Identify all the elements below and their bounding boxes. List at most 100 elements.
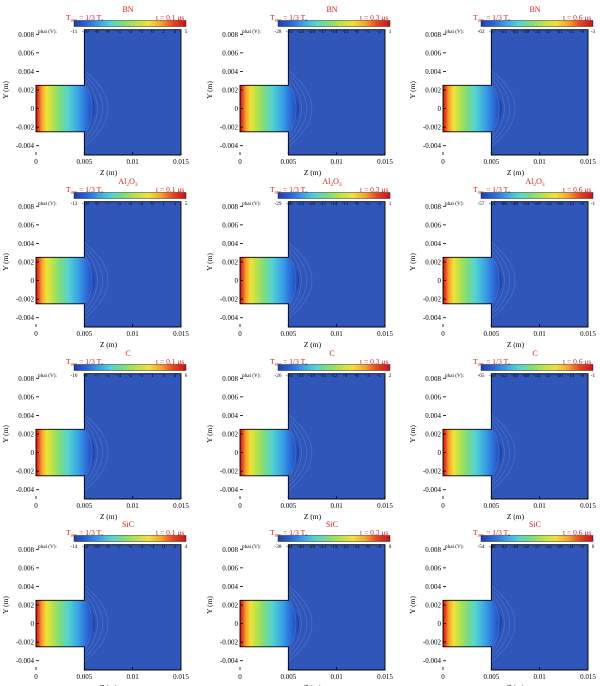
colorbar-tick-label: -12	[567, 201, 574, 207]
y-tick-label: -0.004	[220, 142, 239, 150]
y-tick-label: -0.004	[220, 314, 239, 322]
y-axis-label: Y (m)	[408, 425, 417, 443]
x-tick-label: 0.015	[580, 502, 596, 510]
colorbar-tick-label: -15	[319, 373, 326, 379]
contour-panel: 0 0.005 0.01 0.015 -0.004 -0.002 0 0.002 0.004 0.…	[1, 5, 189, 177]
colorbar-tick-label: -12	[331, 373, 338, 379]
y-tick-label: -0.004	[16, 142, 35, 150]
colorbar-tick-label: 1	[162, 201, 165, 207]
colorbar-tick-label: -29	[534, 201, 541, 207]
x-axis-label: Z (m)	[100, 512, 118, 521]
colorbar-label: phai (V):	[445, 200, 464, 207]
colorbar-tick-label: -14	[71, 544, 78, 550]
colorbar-tick-label: -8	[580, 373, 585, 379]
colorbar-tick-label: -57	[489, 29, 496, 35]
x-tick-label: 0.005	[76, 502, 92, 510]
contour-panel: 0 0.005 0.01 0.015 -0.004 -0.002 0 0.002 0.004 0.…	[205, 349, 393, 521]
colorbar-tick-label: 4	[185, 544, 188, 550]
colorbar	[277, 535, 391, 542]
y-tick-label: 0.006	[425, 221, 441, 229]
x-tick-label: 0	[441, 673, 445, 681]
colorbar-tick-label: -20	[556, 373, 563, 379]
y-axis-label: Y (m)	[205, 425, 214, 443]
contour-panel: 0 0.005 0.01 0.015 -0.004 -0.002 0 0.002 0.004 0.…	[205, 5, 393, 177]
colorbar-tick-label: -4	[377, 544, 382, 550]
colorbar-tick-label: -27	[545, 29, 552, 35]
x-tick-label: 0.01	[534, 330, 547, 338]
colorbar-tick-label: 2	[162, 29, 165, 35]
contour-panel: 0 0.005 0.01 0.015 -0.004 -0.002 0 0.002 0.004 0.…	[205, 520, 393, 686]
time-label: t = 0.3 μs	[360, 528, 388, 537]
contour-line	[288, 253, 297, 308]
colorbar-tick-label: -14	[331, 29, 338, 35]
y-tick-label: 0	[438, 277, 442, 285]
contour-panel: 0 0.005 0.01 0.015 -0.004 -0.002 0 0.002 0.004 0.…	[408, 177, 596, 349]
contour-line	[84, 588, 103, 659]
colorbar-tick-label: -21	[556, 29, 563, 35]
contour-line	[288, 592, 302, 655]
material-title: C	[532, 349, 537, 358]
contour-line	[491, 425, 500, 480]
colorbar-tick-label: 1	[389, 29, 392, 35]
colorbar-tick-label: -43	[500, 544, 507, 550]
y-tick-label: 0	[438, 105, 442, 113]
contour-line	[288, 249, 302, 312]
colorbar-tick-label: 1	[151, 373, 154, 379]
y-axis-label: Y (m)	[205, 253, 214, 271]
x-axis-label: Z (m)	[507, 340, 525, 349]
colorbar-tick-label: -11	[342, 29, 349, 35]
y-axis-label: Y (m)	[1, 596, 10, 614]
x-tick-label: 0.005	[483, 673, 499, 681]
colorbar-tick-label: -8	[354, 29, 359, 35]
y-axis-label: Y (m)	[1, 81, 10, 99]
time-label: t = 0.6 μs	[563, 528, 591, 537]
contour-line	[288, 414, 313, 491]
y-tick-label: 0	[235, 449, 239, 457]
material-title: Al2O3	[118, 177, 138, 188]
contour-line	[288, 242, 313, 319]
contour-panel: 0 0.005 0.01 0.015 -0.004 -0.002 0 0.002 0.004 0.…	[408, 520, 596, 686]
x-tick-label: 0.005	[483, 158, 499, 166]
y-tick-label: 0.006	[18, 393, 34, 401]
colorbar-tick-label: -2	[139, 201, 144, 207]
colorbar-tick-label: -1	[591, 373, 596, 379]
contour-line	[491, 417, 510, 488]
colorbar-tick-label: -11	[567, 544, 574, 550]
y-tick-label: 0	[235, 277, 239, 285]
contour-panel: 0 0.005 0.01 0.015 -0.004 -0.002 0 0.002 0.004 0.…	[1, 349, 189, 521]
colorbar-tick-label: -9	[83, 373, 88, 379]
y-tick-label: 0.004	[222, 240, 238, 248]
x-tick-label: 0.015	[377, 158, 393, 166]
colorbar-tick-label: -15	[567, 29, 574, 35]
y-tick-label: 0.002	[222, 431, 238, 439]
contour-line	[491, 588, 510, 659]
colorbar-tick-label: -59	[489, 373, 496, 379]
x-axis-label: Z (m)	[100, 340, 118, 349]
contour-line	[84, 414, 109, 491]
x-tick-label: 0.015	[580, 330, 596, 338]
y-tick-label: 0.004	[425, 583, 441, 591]
y-tick-label: 0	[31, 449, 35, 457]
colorbar-tick-label: -6	[354, 373, 359, 379]
colorbar-tick-label: -14	[331, 201, 338, 207]
y-tick-label: -0.004	[16, 657, 35, 665]
colorbar-tick-label: 1	[389, 201, 392, 207]
contour-panel: 0 0.005 0.01 0.015 -0.004 -0.002 0 0.002 0.004 0.…	[1, 520, 189, 686]
y-tick-label: 0	[31, 277, 35, 285]
colorbar	[73, 20, 187, 27]
colorbar-tick-label: -10	[82, 29, 89, 35]
x-axis-label: Z (m)	[507, 168, 525, 177]
y-tick-label: -0.004	[423, 314, 442, 322]
y-tick-label: 0.004	[222, 583, 238, 591]
colorbar-tick-label: -22	[545, 544, 552, 550]
colorbar-tick-label: -32	[522, 544, 529, 550]
x-tick-label: 0.005	[483, 330, 499, 338]
colorbar-tick-label: -5	[365, 201, 370, 207]
y-tick-label: 0.008	[18, 375, 34, 383]
colorbar-tick-label: -23	[286, 373, 293, 379]
x-tick-label: 0	[441, 330, 445, 338]
contour-line	[84, 421, 98, 484]
colorbar-tick-label: -6	[580, 544, 585, 550]
contour-line	[288, 425, 297, 480]
time-label: t = 0.6 μs	[563, 13, 591, 22]
